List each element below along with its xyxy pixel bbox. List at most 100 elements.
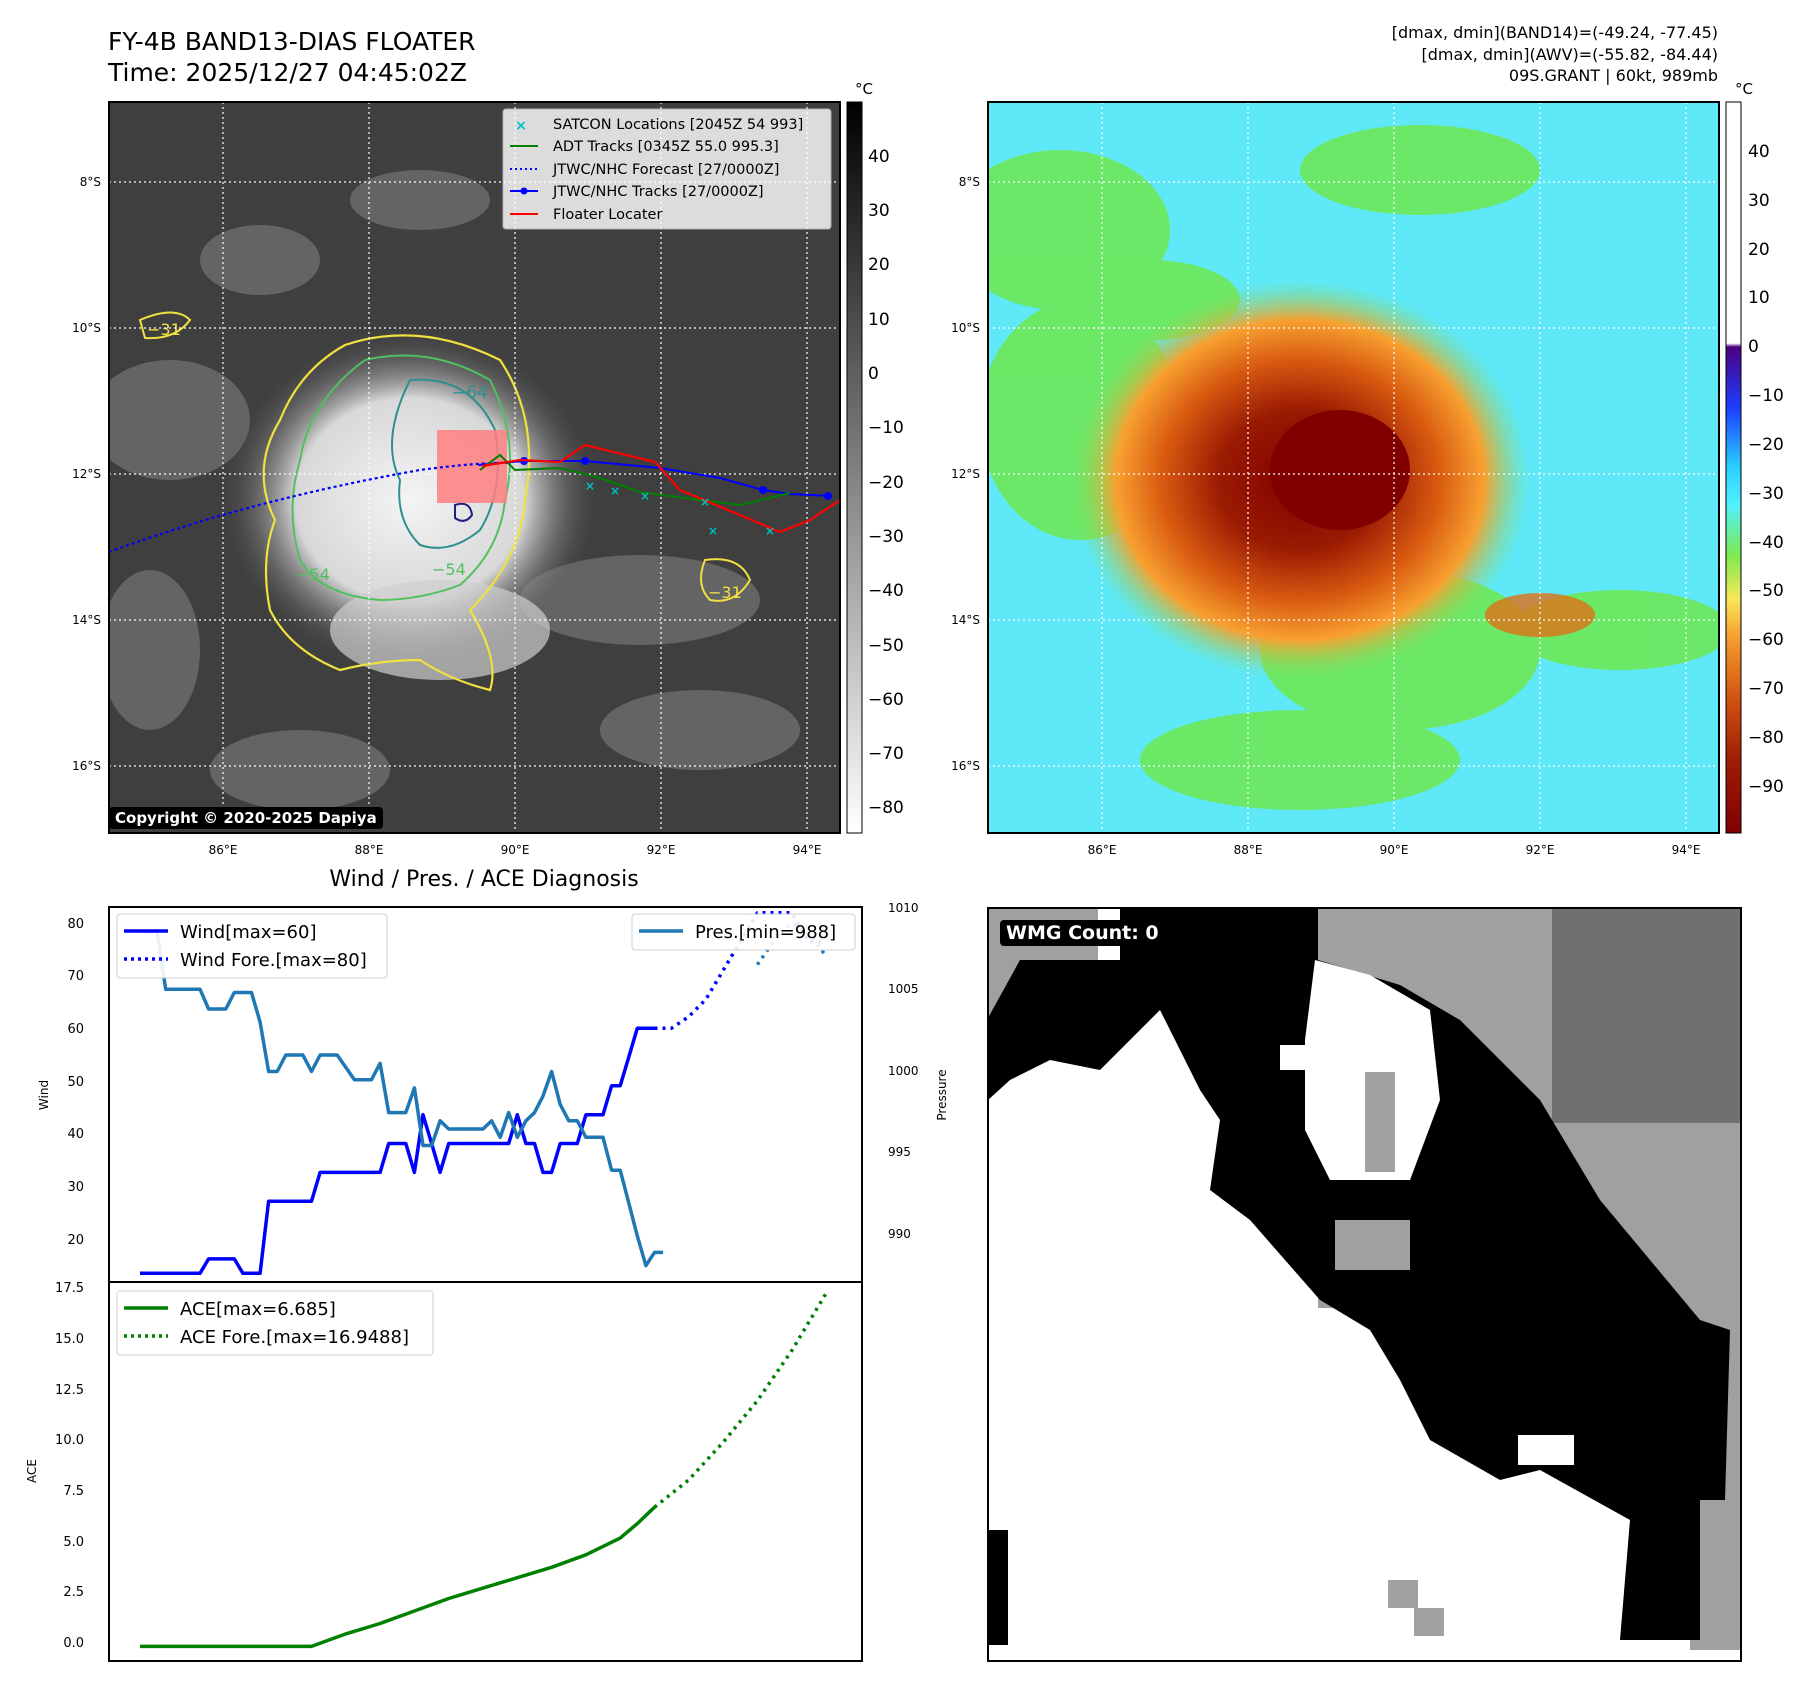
svg-text:×: × xyxy=(765,524,775,538)
wv-tick: 10 xyxy=(1748,288,1770,308)
ir-colorbar-ticks: 40 30 20 10 0 −10 −20 −30 −40 −50 −60 −7… xyxy=(868,147,904,818)
dmax-awv: [dmax, dmin](AWV)=(-55.82, -84.44) xyxy=(1421,45,1718,64)
lon-label: 94°E xyxy=(1672,843,1701,857)
lat-label: 12°S xyxy=(951,467,980,481)
wv-gridlines xyxy=(988,102,1719,833)
pressure-tick: 1010 xyxy=(888,901,919,915)
chart-title: Wind / Pres. / ACE Diagnosis xyxy=(329,867,638,892)
legend-adt: ADT Tracks [0345Z 55.0 995.3] xyxy=(553,139,779,155)
contour-label-54b: −54 xyxy=(432,560,466,579)
wv-tick: 30 xyxy=(1748,191,1770,211)
svg-text:×: × xyxy=(708,524,718,538)
ir-tick: −30 xyxy=(868,527,904,547)
wv-tick: 20 xyxy=(1748,240,1770,260)
satcon-legend-marker: × xyxy=(515,118,527,134)
ace-tick: 0.0 xyxy=(63,1636,84,1651)
ace-tick: 2.5 xyxy=(63,1585,84,1600)
ir-tick: 40 xyxy=(868,147,890,167)
wv-band-east xyxy=(1485,593,1595,637)
wind-tick: 60 xyxy=(67,1022,84,1037)
wmg-white-holes xyxy=(1280,960,1574,1465)
lon-label: 92°E xyxy=(647,843,676,857)
ace-legend: ACE[max=6.685] ACE Fore.[max=16.9488] xyxy=(116,1290,434,1356)
wv-colorbar-unit: °C xyxy=(1735,80,1753,98)
time-label: Time: 2025/12/27 04:45:02Z xyxy=(107,58,467,87)
ir-tick: −80 xyxy=(868,798,904,818)
ir-cloud-tail xyxy=(330,580,550,680)
ace-legend-label: ACE[max=6.685] xyxy=(180,1299,336,1320)
wv-tick: −30 xyxy=(1748,484,1784,504)
ace-tick: 10.0 xyxy=(55,1433,84,1448)
lat-label: 16°S xyxy=(72,759,101,773)
ace-ylabel: ACE xyxy=(25,1459,39,1483)
ace-line xyxy=(140,1505,656,1649)
wmg-dark-gray xyxy=(1552,908,1741,1123)
lat-label: 10°S xyxy=(951,321,980,335)
wv-tick: −90 xyxy=(1748,777,1784,797)
wv-colorbar-ticks: 40 30 20 10 0 −10 −20 −30 −40 −50 −60 −7… xyxy=(1748,142,1784,797)
ir-tick: −70 xyxy=(868,744,904,764)
lon-label: 86°E xyxy=(1088,843,1117,857)
wind-tick: 70 xyxy=(67,969,84,984)
pressure-tick: 995 xyxy=(888,1145,911,1159)
dmax-band14: [dmax, dmin](BAND14)=(-49.24, -77.45) xyxy=(1392,23,1718,42)
wv-tick: 40 xyxy=(1748,142,1770,162)
svg-text:×: × xyxy=(610,484,620,498)
contour-31 xyxy=(262,334,531,692)
lon-label: 92°E xyxy=(1526,843,1555,857)
pressure-ylabel: Pressure xyxy=(935,1069,949,1120)
ir-lat-labels: 8°S 10°S 12°S 14°S 16°S xyxy=(72,175,101,773)
ir-cloud-patches xyxy=(109,170,800,810)
ir-lon-labels: 86°E 88°E 90°E 92°E 94°E xyxy=(209,843,822,857)
wind-tick: 30 xyxy=(67,1180,84,1195)
contour-31-east xyxy=(700,558,752,602)
pressure-legend-label: Pres.[min=988] xyxy=(695,922,836,943)
ir-frame xyxy=(108,101,841,834)
lon-label: 90°E xyxy=(1380,843,1409,857)
wv-colorbar xyxy=(1725,101,1742,834)
ir-tick: 0 xyxy=(868,364,879,384)
pressure-tick: 1005 xyxy=(888,982,919,996)
ir-tick: 30 xyxy=(868,201,890,221)
tracks-legend-dot xyxy=(520,187,528,195)
wv-tick: −80 xyxy=(1748,728,1784,748)
wmg-map xyxy=(987,907,1742,1662)
legend-floater: Floater Locater xyxy=(553,207,662,223)
ir-colorbar-unit: °C xyxy=(855,80,873,98)
wind-tick: 80 xyxy=(67,917,84,932)
contour-label-31a: −31 xyxy=(147,320,181,339)
lon-label: 94°E xyxy=(793,843,822,857)
storm-info: 09S.GRANT | 60kt, 989mb xyxy=(1509,66,1718,85)
ace-ticks: 17.5 15.0 12.5 10.0 7.5 5.0 2.5 0.0 xyxy=(55,1281,84,1651)
svg-text:×: × xyxy=(585,479,595,493)
pressure-tick: 1000 xyxy=(888,1064,919,1078)
contour-label-31b: −31 xyxy=(708,583,742,602)
ace-tick: 7.5 xyxy=(63,1484,84,1499)
wv-tick: −50 xyxy=(1748,581,1784,601)
satcon-markers: × × × × × × xyxy=(585,479,775,538)
wv-lon-labels: 86°E 88°E 90°E 92°E 94°E xyxy=(1088,843,1701,857)
ace-tick: 17.5 xyxy=(55,1281,84,1296)
pressure-tick: 990 xyxy=(888,1227,911,1241)
wv-tick: −10 xyxy=(1748,386,1784,406)
wv-frame xyxy=(987,101,1720,834)
lat-label: 14°S xyxy=(951,613,980,627)
lat-label: 8°S xyxy=(80,175,101,189)
contour-label-54a: −54 xyxy=(296,565,330,584)
lon-label: 88°E xyxy=(355,843,384,857)
wv-storm-core xyxy=(1270,410,1410,530)
wind-fore-legend-label: Wind Fore.[max=80] xyxy=(180,950,367,971)
lon-label: 90°E xyxy=(501,843,530,857)
lon-label: 86°E xyxy=(209,843,238,857)
contour-31-west xyxy=(138,311,192,340)
jtwc-forecast-line xyxy=(109,461,511,554)
ir-tick: −20 xyxy=(868,473,904,493)
wind-legend: Wind[max=60] Wind Fore.[max=80] xyxy=(116,913,388,979)
wv-lat-labels: 8°S 10°S 12°S 14°S 16°S xyxy=(951,175,980,773)
ace-fore-legend-label: ACE Fore.[max=16.9488] xyxy=(180,1327,409,1348)
ir-tick: −60 xyxy=(868,690,904,710)
wmg-gray-holes xyxy=(1335,1072,1444,1636)
ace-forecast-line xyxy=(653,1292,828,1509)
legend-tracks: JTWC/NHC Tracks [27/0000Z] xyxy=(552,184,764,200)
ir-tick: −10 xyxy=(868,418,904,438)
